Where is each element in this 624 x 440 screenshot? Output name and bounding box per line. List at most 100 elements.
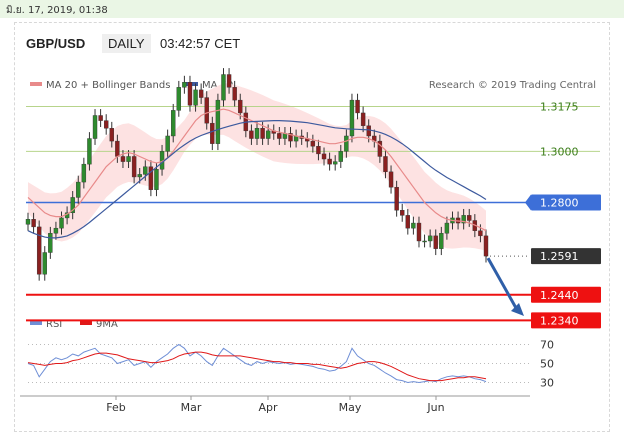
candle-body [422, 240, 427, 243]
candle-body [36, 226, 42, 275]
candle-body [249, 130, 254, 139]
candle-body [310, 140, 316, 147]
x-label-Mar: Mar [181, 401, 202, 414]
candle-body [461, 215, 466, 224]
rsi-legend-label: RSI [46, 319, 62, 330]
candle-body [327, 158, 332, 165]
level-box-1.2340 [531, 312, 601, 329]
candle-body [338, 151, 343, 162]
level-box-1.2800 [531, 194, 601, 211]
bollinger-bands [28, 83, 486, 251]
candle-body [321, 153, 327, 160]
candle-body [76, 181, 81, 198]
candle-body [87, 138, 92, 165]
bollinger-band-fill [28, 83, 486, 251]
rsi-tick-70: 70 [540, 339, 554, 352]
rsi-legend-swatch [30, 321, 42, 325]
credit-label: Research © 2019 Trading Central [429, 80, 596, 91]
candle-body [143, 166, 148, 175]
candle-body [316, 146, 321, 155]
rsi-tick-50: 50 [540, 358, 554, 371]
candle-body [360, 112, 366, 126]
forecast-arrow-shaft [486, 257, 518, 309]
candle-body [238, 99, 243, 114]
candle-body [349, 99, 355, 137]
level-label-1.2800: 1.2800 [540, 197, 579, 210]
level-label-1.2340: 1.2340 [540, 314, 579, 327]
candle-body [355, 99, 360, 114]
candle-body [31, 219, 36, 228]
candle-body [394, 186, 399, 211]
candle-body [171, 110, 176, 137]
candle-body [48, 233, 53, 253]
candle-body [221, 74, 226, 101]
rsi9-legend-label: 9MA [96, 319, 118, 330]
candle-body [416, 222, 422, 242]
price-levels: 1.3175 1.3000 1.2800 1.2591 1.2440 1.2340 [26, 101, 601, 329]
candle-body [165, 135, 170, 152]
candle-body [25, 219, 31, 225]
forecast-arrow-head [511, 302, 524, 316]
ma50-line [27, 120, 487, 239]
level-box-1.2591 [531, 248, 601, 265]
candle-body [92, 115, 98, 139]
chart-panel [14, 22, 610, 432]
candle-body [98, 115, 103, 121]
candle-body [254, 128, 260, 139]
ma20-line [27, 108, 487, 232]
timeframe-badge[interactable]: DAILY [102, 34, 151, 53]
candle-body [226, 74, 232, 88]
x-label-Jun: Jun [426, 401, 444, 414]
candle-body [444, 222, 450, 234]
candle-body [411, 222, 416, 229]
candle-body [126, 156, 131, 162]
candle-body [344, 135, 349, 152]
candle-body [467, 215, 472, 221]
chart-legend: MA 20 + Bollinger Bands MA 50 Research ©… [30, 80, 596, 91]
rsi-tick-30: 30 [540, 377, 554, 390]
candle-body [198, 89, 204, 98]
candle-body [405, 215, 411, 229]
timestamp-bar: มิ.ย. 17, 2019, 01:38 [0, 0, 624, 18]
candle-body [81, 163, 87, 183]
candle-body [59, 217, 64, 229]
candle-body [265, 130, 271, 139]
candle-body [115, 140, 120, 157]
candle-body [232, 87, 237, 101]
candle-body [483, 235, 489, 257]
candle-body [366, 125, 371, 137]
candle-body [210, 122, 215, 144]
candle-body [193, 89, 198, 106]
candle-body [182, 81, 187, 88]
ma20-legend-swatch [30, 82, 42, 86]
candle-body [176, 87, 182, 111]
moving-averages [27, 108, 487, 239]
candle-body [154, 169, 159, 190]
level-box-1.2440 [531, 286, 601, 303]
candle-body [103, 120, 109, 129]
candle-body [148, 166, 154, 190]
level-label-1.3175: 1.3175 [540, 101, 579, 114]
candle-body [478, 230, 483, 237]
ma50-legend-label: MA 50 [202, 80, 233, 91]
time-label: 03:42:57 CET [160, 36, 241, 51]
rsi9-legend-swatch [80, 321, 92, 325]
x-label-Feb: Feb [106, 401, 125, 414]
candle-body [427, 235, 433, 242]
candle-body [377, 140, 383, 157]
forecast-arrow [486, 257, 524, 316]
candle-body [433, 235, 438, 249]
candle-body [187, 81, 193, 106]
candle-body [204, 97, 209, 124]
x-label-May: May [339, 401, 362, 414]
candle-body [53, 227, 59, 234]
candle-body [137, 174, 142, 178]
rsi-line [27, 343, 487, 384]
candle-body [383, 156, 388, 173]
candle-body [332, 161, 338, 165]
x-axis: Feb Mar Apr May Jun [106, 396, 445, 414]
candle-body [288, 133, 293, 142]
level-label-1.2440: 1.2440 [540, 289, 579, 302]
candle-body [260, 128, 265, 139]
